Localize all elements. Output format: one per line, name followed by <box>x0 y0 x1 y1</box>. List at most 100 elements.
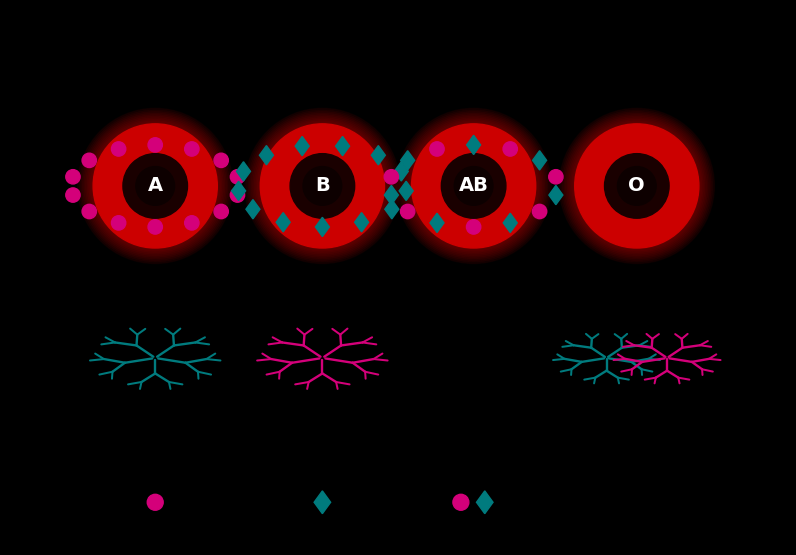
Ellipse shape <box>568 118 705 254</box>
Ellipse shape <box>397 110 550 262</box>
Ellipse shape <box>251 114 394 258</box>
Ellipse shape <box>455 166 493 205</box>
Ellipse shape <box>66 188 80 202</box>
Ellipse shape <box>90 121 220 251</box>
Ellipse shape <box>82 153 96 168</box>
Ellipse shape <box>214 153 228 168</box>
Ellipse shape <box>570 119 704 253</box>
Ellipse shape <box>290 154 355 218</box>
Ellipse shape <box>466 220 481 234</box>
Ellipse shape <box>533 204 547 219</box>
Ellipse shape <box>148 138 162 152</box>
Polygon shape <box>246 200 260 219</box>
Polygon shape <box>384 200 399 219</box>
Ellipse shape <box>92 122 219 250</box>
Ellipse shape <box>230 170 244 184</box>
Ellipse shape <box>78 108 232 264</box>
Ellipse shape <box>573 122 700 250</box>
Polygon shape <box>315 218 330 236</box>
Ellipse shape <box>408 121 539 251</box>
Ellipse shape <box>252 116 392 256</box>
Ellipse shape <box>441 154 506 218</box>
Ellipse shape <box>257 121 388 251</box>
Ellipse shape <box>404 116 544 256</box>
Ellipse shape <box>259 122 386 250</box>
Ellipse shape <box>399 112 548 260</box>
Ellipse shape <box>248 112 397 260</box>
Polygon shape <box>399 181 413 200</box>
Polygon shape <box>533 151 547 170</box>
Polygon shape <box>314 491 330 514</box>
Ellipse shape <box>111 216 126 230</box>
Polygon shape <box>394 162 408 181</box>
Ellipse shape <box>249 113 396 259</box>
Ellipse shape <box>185 142 199 156</box>
Ellipse shape <box>245 108 400 264</box>
Ellipse shape <box>87 118 224 254</box>
Polygon shape <box>232 181 246 200</box>
Ellipse shape <box>402 114 545 258</box>
Polygon shape <box>259 145 274 165</box>
Polygon shape <box>549 185 563 205</box>
Ellipse shape <box>147 495 163 510</box>
Ellipse shape <box>618 166 656 205</box>
Ellipse shape <box>80 112 230 260</box>
Ellipse shape <box>407 119 540 253</box>
Ellipse shape <box>405 118 542 254</box>
Polygon shape <box>371 145 385 165</box>
Ellipse shape <box>384 170 399 184</box>
Ellipse shape <box>136 166 174 205</box>
Ellipse shape <box>565 114 708 258</box>
Ellipse shape <box>410 122 537 250</box>
Ellipse shape <box>88 119 222 253</box>
Ellipse shape <box>430 142 444 156</box>
Text: AB: AB <box>458 176 489 195</box>
Ellipse shape <box>85 116 225 256</box>
Ellipse shape <box>93 124 217 248</box>
Ellipse shape <box>66 170 80 184</box>
Ellipse shape <box>82 204 96 219</box>
Ellipse shape <box>185 216 199 230</box>
Ellipse shape <box>564 113 710 259</box>
Ellipse shape <box>400 204 415 219</box>
Ellipse shape <box>246 110 399 262</box>
Text: B: B <box>315 176 330 195</box>
Ellipse shape <box>254 118 391 254</box>
Ellipse shape <box>604 154 669 218</box>
Ellipse shape <box>562 112 712 260</box>
Polygon shape <box>384 185 398 205</box>
Polygon shape <box>400 151 415 170</box>
Polygon shape <box>295 137 309 156</box>
Text: O: O <box>629 176 645 195</box>
Ellipse shape <box>572 121 702 251</box>
Polygon shape <box>276 213 291 232</box>
Polygon shape <box>236 162 251 181</box>
Polygon shape <box>477 491 493 514</box>
Ellipse shape <box>84 114 227 258</box>
Ellipse shape <box>567 116 707 256</box>
Ellipse shape <box>560 108 715 264</box>
Ellipse shape <box>400 113 547 259</box>
Ellipse shape <box>82 113 228 259</box>
Polygon shape <box>430 213 444 233</box>
Ellipse shape <box>560 110 713 262</box>
Ellipse shape <box>453 495 469 510</box>
Ellipse shape <box>503 142 517 156</box>
Ellipse shape <box>260 124 384 248</box>
Polygon shape <box>336 137 349 156</box>
Ellipse shape <box>548 170 563 184</box>
Ellipse shape <box>230 188 244 202</box>
Ellipse shape <box>256 119 389 253</box>
Polygon shape <box>354 213 369 232</box>
Ellipse shape <box>123 154 188 218</box>
Ellipse shape <box>396 108 551 264</box>
Ellipse shape <box>214 204 228 219</box>
Ellipse shape <box>575 124 699 248</box>
Polygon shape <box>503 213 517 233</box>
Ellipse shape <box>412 124 536 248</box>
Ellipse shape <box>79 110 232 262</box>
Ellipse shape <box>111 142 126 156</box>
Ellipse shape <box>148 220 162 234</box>
Polygon shape <box>466 135 481 154</box>
Text: A: A <box>147 176 163 195</box>
